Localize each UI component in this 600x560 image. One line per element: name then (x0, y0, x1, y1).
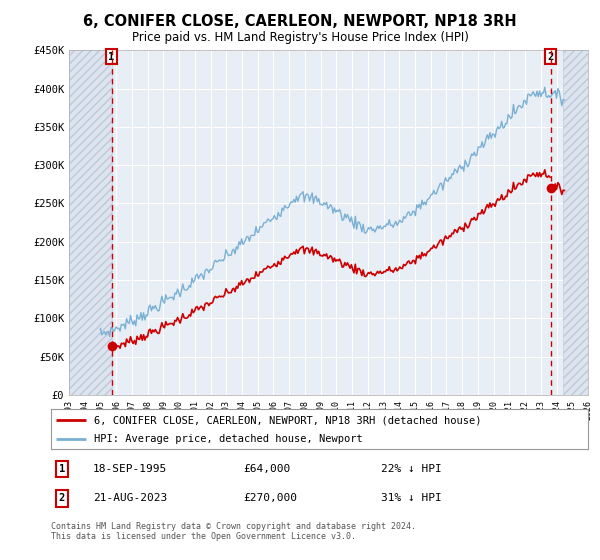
Text: 21-AUG-2023: 21-AUG-2023 (93, 493, 167, 503)
Text: Contains HM Land Registry data © Crown copyright and database right 2024.
This d: Contains HM Land Registry data © Crown c… (51, 522, 416, 541)
Text: Price paid vs. HM Land Registry's House Price Index (HPI): Price paid vs. HM Land Registry's House … (131, 31, 469, 44)
Text: 18-SEP-1995: 18-SEP-1995 (93, 464, 167, 474)
Text: 1: 1 (109, 52, 115, 62)
Text: 2: 2 (548, 52, 554, 62)
Text: £270,000: £270,000 (243, 493, 297, 503)
Text: 6, CONIFER CLOSE, CAERLEON, NEWPORT, NP18 3RH (detached house): 6, CONIFER CLOSE, CAERLEON, NEWPORT, NP1… (94, 415, 481, 425)
Text: 1: 1 (59, 464, 65, 474)
Text: HPI: Average price, detached house, Newport: HPI: Average price, detached house, Newp… (94, 434, 363, 444)
Text: £64,000: £64,000 (243, 464, 290, 474)
Text: 31% ↓ HPI: 31% ↓ HPI (381, 493, 442, 503)
Bar (563, 50, 588, 395)
Text: 2: 2 (59, 493, 65, 503)
Text: 22% ↓ HPI: 22% ↓ HPI (381, 464, 442, 474)
Bar (69, 50, 112, 395)
Text: 6, CONIFER CLOSE, CAERLEON, NEWPORT, NP18 3RH: 6, CONIFER CLOSE, CAERLEON, NEWPORT, NP1… (83, 14, 517, 29)
